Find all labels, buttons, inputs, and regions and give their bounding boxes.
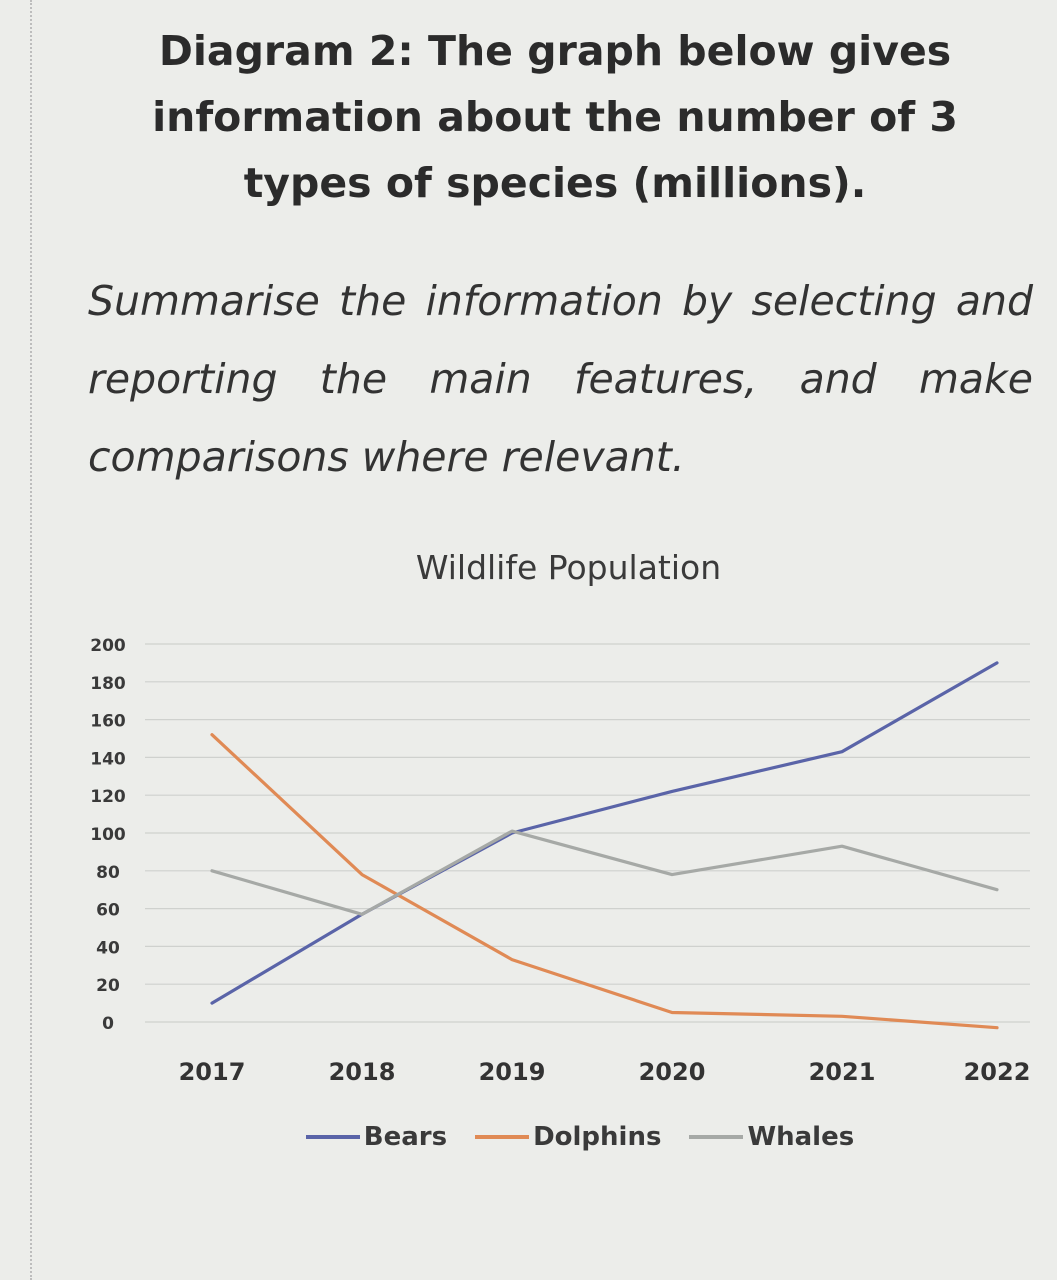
y-tick-label: 80 bbox=[96, 863, 120, 883]
y-tick-label: 60 bbox=[96, 901, 120, 921]
legend-item-dolphins: Dolphins bbox=[475, 1122, 661, 1152]
series-line-dolphins bbox=[210, 733, 999, 1030]
y-tick-label: 120 bbox=[90, 787, 126, 807]
x-tick-label: 2022 bbox=[964, 1058, 1031, 1086]
legend-swatch bbox=[305, 1135, 360, 1139]
y-tick-label: 140 bbox=[90, 749, 126, 769]
y-axis-ticks: 0 20 40 60 80 100 120 140 160 180 200 bbox=[90, 636, 126, 1034]
y-tick-label: 0 bbox=[102, 1014, 114, 1034]
legend-label: Dolphins bbox=[533, 1122, 662, 1152]
x-tick-label: 2020 bbox=[639, 1058, 706, 1086]
series-line-whales bbox=[210, 829, 999, 916]
y-tick-label: 40 bbox=[96, 938, 120, 958]
page-heading: Diagram 2: The graph below gives informa… bbox=[152, 27, 958, 207]
chart-series bbox=[210, 661, 999, 1030]
line-chart: 0 20 40 60 80 100 120 140 160 180 200 2017 2018 2019… bbox=[90, 636, 1031, 1086]
y-tick-label: 180 bbox=[90, 674, 126, 694]
legend-swatch bbox=[475, 1135, 530, 1139]
legend-swatch bbox=[689, 1135, 744, 1139]
x-tick-label: 2018 bbox=[329, 1058, 396, 1086]
x-axis-ticks: 2017 2018 2019 2020 2021 2022 bbox=[179, 1058, 1031, 1086]
legend-item-bears: Bears bbox=[305, 1122, 448, 1152]
chart-gridlines bbox=[145, 643, 1030, 1023]
y-tick-label: 20 bbox=[96, 976, 120, 996]
y-tick-label: 200 bbox=[90, 636, 126, 656]
task-instruction: Summarise the information by selecting a… bbox=[88, 277, 1033, 481]
x-tick-label: 2021 bbox=[809, 1058, 876, 1086]
series-line-bears bbox=[210, 661, 999, 1005]
legend-label: Bears bbox=[363, 1122, 448, 1152]
legend-item-whales: Whales bbox=[689, 1122, 854, 1152]
y-tick-label: 100 bbox=[90, 825, 126, 845]
page-margin-dots bbox=[30, 0, 32, 1280]
x-tick-label: 2019 bbox=[479, 1058, 546, 1086]
legend-label: Whales bbox=[747, 1122, 855, 1152]
x-tick-label: 2017 bbox=[179, 1058, 246, 1086]
chart-title: Wildlife Population bbox=[415, 548, 722, 587]
chart-legend: Bears Dolphins Whales bbox=[0, 1122, 1057, 1152]
y-tick-label: 160 bbox=[90, 712, 126, 732]
